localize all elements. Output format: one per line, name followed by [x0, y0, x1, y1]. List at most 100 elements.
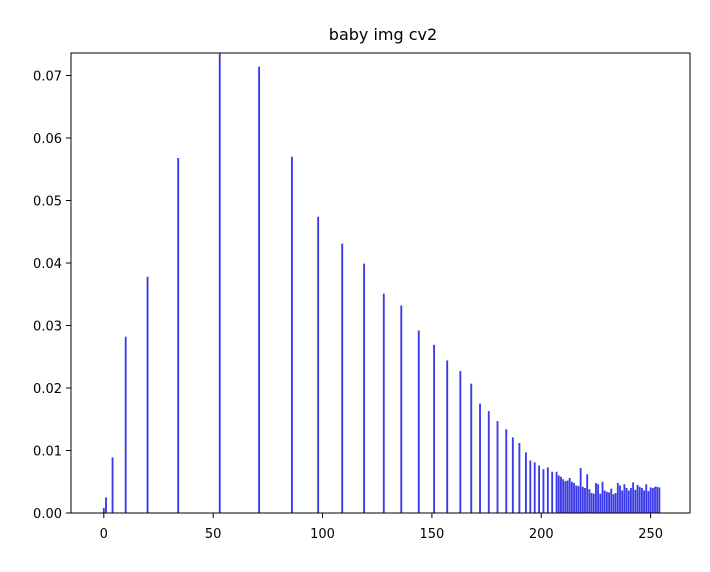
bar-211	[564, 481, 567, 514]
bar-163	[459, 371, 462, 514]
bar-238	[623, 484, 626, 513]
bar-1	[105, 497, 107, 514]
bar-241	[630, 488, 632, 513]
bar-0	[102, 508, 105, 513]
bar-180	[496, 421, 499, 514]
bar-212	[566, 480, 569, 513]
bar-176	[487, 411, 490, 514]
bar-218	[579, 468, 582, 513]
bar-243	[634, 489, 637, 514]
bar-248	[645, 484, 648, 513]
y-tick-label: 0.00	[33, 507, 62, 522]
plot-frame	[70, 52, 691, 514]
y-tick-label: 0.06	[33, 132, 62, 147]
bar-223	[590, 493, 593, 513]
bar-234	[614, 493, 617, 513]
x-tick-label: 200	[529, 527, 554, 542]
bar-226	[597, 484, 600, 513]
y-tick-label: 0.02	[33, 382, 62, 397]
bar-71	[258, 66, 261, 513]
bar-216	[575, 485, 578, 513]
bar-232	[610, 488, 613, 514]
bar-187	[511, 437, 514, 514]
bar-250	[649, 487, 652, 514]
x-tick-label: 150	[419, 527, 444, 542]
bar-227	[599, 493, 602, 514]
bar-230	[605, 491, 608, 513]
bar-252	[654, 486, 656, 513]
bar-98	[317, 216, 320, 513]
y-tick-label: 0.03	[33, 320, 62, 335]
bar-210	[562, 479, 565, 513]
bar-4	[111, 457, 114, 514]
bar-249	[647, 491, 650, 514]
bar-239	[625, 488, 628, 513]
bar-220	[584, 488, 586, 513]
bar-195	[529, 460, 532, 513]
bar-219	[581, 486, 584, 513]
bar-242	[632, 482, 635, 514]
bar-240	[627, 490, 630, 513]
bars-group	[102, 53, 661, 514]
bar-20	[146, 276, 149, 513]
x-axis: 0 50 100 150 200 250	[100, 513, 663, 542]
y-tick-label: 0.04	[33, 257, 62, 272]
bar-151	[433, 344, 436, 514]
bar-231	[608, 492, 610, 514]
bar-222	[588, 489, 591, 513]
bar-228	[601, 481, 604, 513]
bar-193	[525, 452, 527, 514]
bar-221	[586, 474, 589, 513]
bar-201	[542, 469, 545, 513]
bar-207	[555, 471, 558, 513]
bar-86	[290, 156, 293, 513]
bar-254	[658, 487, 661, 514]
bar-209	[560, 476, 562, 513]
bar-251	[651, 488, 654, 513]
bar-253	[656, 486, 659, 513]
bar-144	[417, 330, 420, 513]
bar-225	[595, 483, 597, 513]
bar-246	[640, 488, 643, 513]
bar-235	[616, 483, 619, 513]
bar-136	[400, 305, 403, 513]
bar-10	[124, 336, 127, 513]
x-tick-label: 0	[100, 527, 108, 542]
x-tick-label: 100	[310, 527, 335, 542]
bar-224	[592, 493, 595, 514]
bar-197	[533, 462, 536, 514]
chart-title: baby img cv2	[329, 25, 437, 44]
bar-157	[446, 360, 449, 513]
bar-199	[538, 465, 541, 513]
bar-208	[557, 475, 560, 513]
bar-205	[551, 471, 554, 513]
bar-190	[518, 443, 521, 513]
bar-53	[218, 53, 221, 514]
x-tick-label: 50	[205, 527, 222, 542]
bar-203	[546, 467, 549, 514]
y-tick-label: 0.01	[33, 445, 62, 460]
bar-237	[621, 490, 624, 513]
bar-229	[603, 490, 606, 513]
y-axis: 0.00 0.01 0.02 0.03 0.04 0.05 0.06 0.07	[33, 70, 71, 522]
bar-244	[636, 484, 639, 514]
bar-215	[573, 483, 575, 513]
bar-172	[479, 403, 481, 514]
bar-168	[470, 383, 473, 514]
bar-236	[619, 485, 621, 513]
bar-34	[177, 158, 180, 513]
bar-109	[341, 243, 344, 514]
bar-217	[577, 486, 580, 514]
bar-233	[612, 494, 615, 513]
x-tick-label: 250	[638, 527, 663, 542]
y-tick-label: 0.07	[33, 70, 62, 85]
bar-213	[568, 478, 571, 513]
bar-128	[382, 293, 385, 514]
bar-184	[505, 429, 508, 513]
bar-247	[643, 490, 645, 513]
y-tick-label: 0.05	[33, 195, 62, 210]
bar-245	[638, 486, 641, 513]
bar-214	[570, 481, 573, 513]
bar-119	[363, 263, 366, 514]
